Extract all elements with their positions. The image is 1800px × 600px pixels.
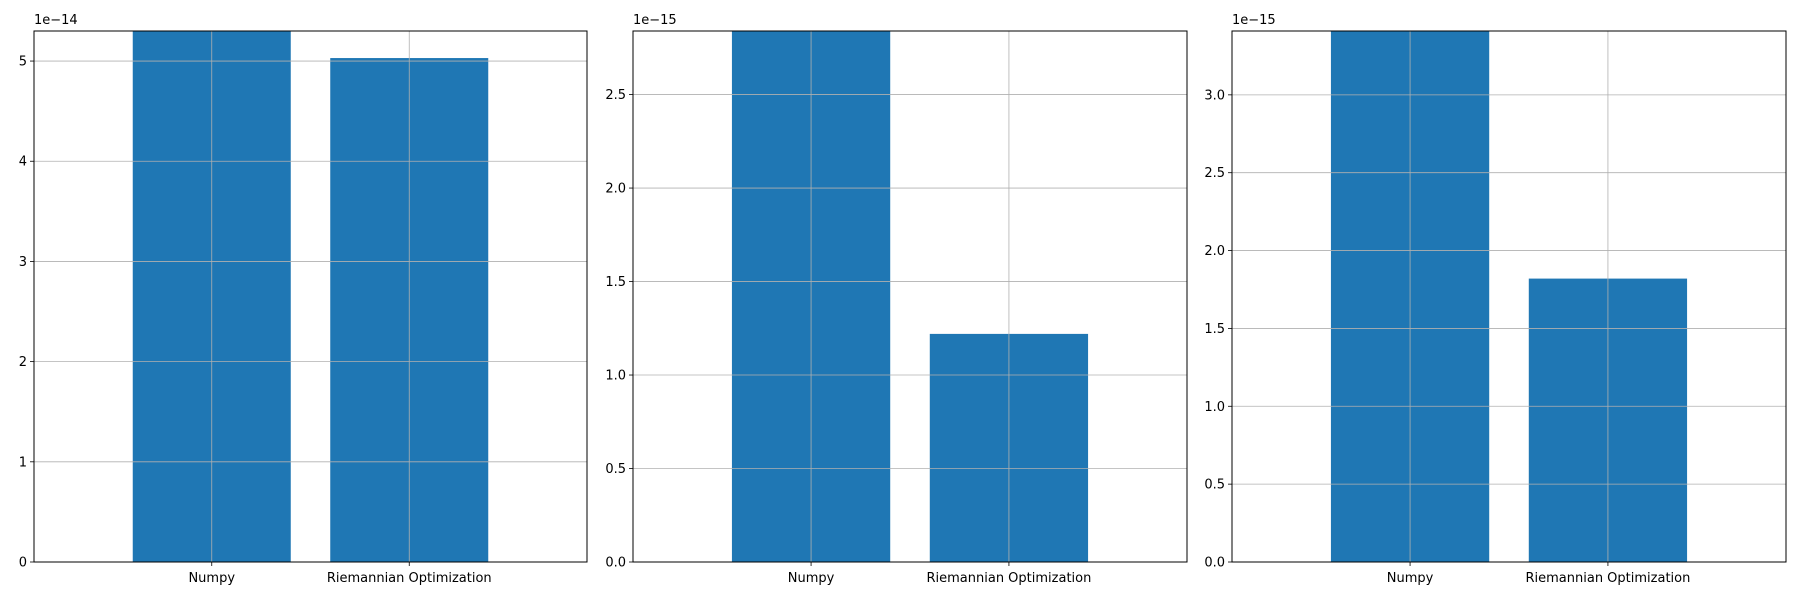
axes-frame (33, 30, 588, 563)
y-tick-label: 2.5 (605, 88, 626, 103)
x-tick-label: Numpy (788, 571, 835, 586)
y-tick-label: 1.5 (605, 275, 626, 290)
y-tick-label: 4 (19, 155, 27, 170)
y-tick-label: 0.5 (605, 462, 626, 477)
y-tick-label: 0.0 (1204, 556, 1225, 571)
y-tick-label: 1.0 (605, 369, 626, 384)
subplot-1: 0 1 2 3 4 5 Numpy Riemannian Optimization 1e−14 (19, 13, 588, 586)
x-tick-label: Numpy (188, 571, 235, 586)
x-tick-label: Riemannian Optimization (327, 571, 492, 586)
y-tick-label: 2.5 (1204, 166, 1225, 181)
subplot-3: 0.0 0.5 1.0 1.5 2.0 2.5 3.0 Numpy Riemannian Opt… (1204, 13, 1787, 586)
y-tick-label: 0.5 (1204, 478, 1225, 493)
y-tick-label: 2 (19, 355, 27, 370)
axes-frame (632, 30, 1188, 563)
y-tick-label: 3 (19, 255, 27, 270)
y-tick-label: 3.0 (1204, 88, 1225, 103)
x-tick-label: Riemannian Optimization (926, 571, 1091, 586)
y-tick-label: 1.0 (1204, 400, 1225, 415)
y-tick-label: 1.5 (1204, 322, 1225, 337)
subplot-2: 0.0 0.5 1.0 1.5 2.0 2.5 Numpy Riemannian Optimi… (605, 13, 1188, 586)
y-tick-label: 5 (19, 55, 27, 70)
y-tick-label: 2.0 (1204, 244, 1225, 259)
y-tick-label: 0.0 (605, 556, 626, 571)
y-offset-label: 1e−15 (633, 13, 677, 28)
y-tick-label: 1 (19, 455, 27, 470)
y-offset-label: 1e−15 (1232, 13, 1276, 28)
y-tick-label: 0 (19, 556, 27, 571)
y-tick-label: 2.0 (605, 182, 626, 197)
x-tick-label: Numpy (1387, 571, 1434, 586)
y-offset-label: 1e−14 (34, 13, 78, 28)
axes-frame (1231, 30, 1787, 563)
x-tick-label: Riemannian Optimization (1525, 571, 1690, 586)
